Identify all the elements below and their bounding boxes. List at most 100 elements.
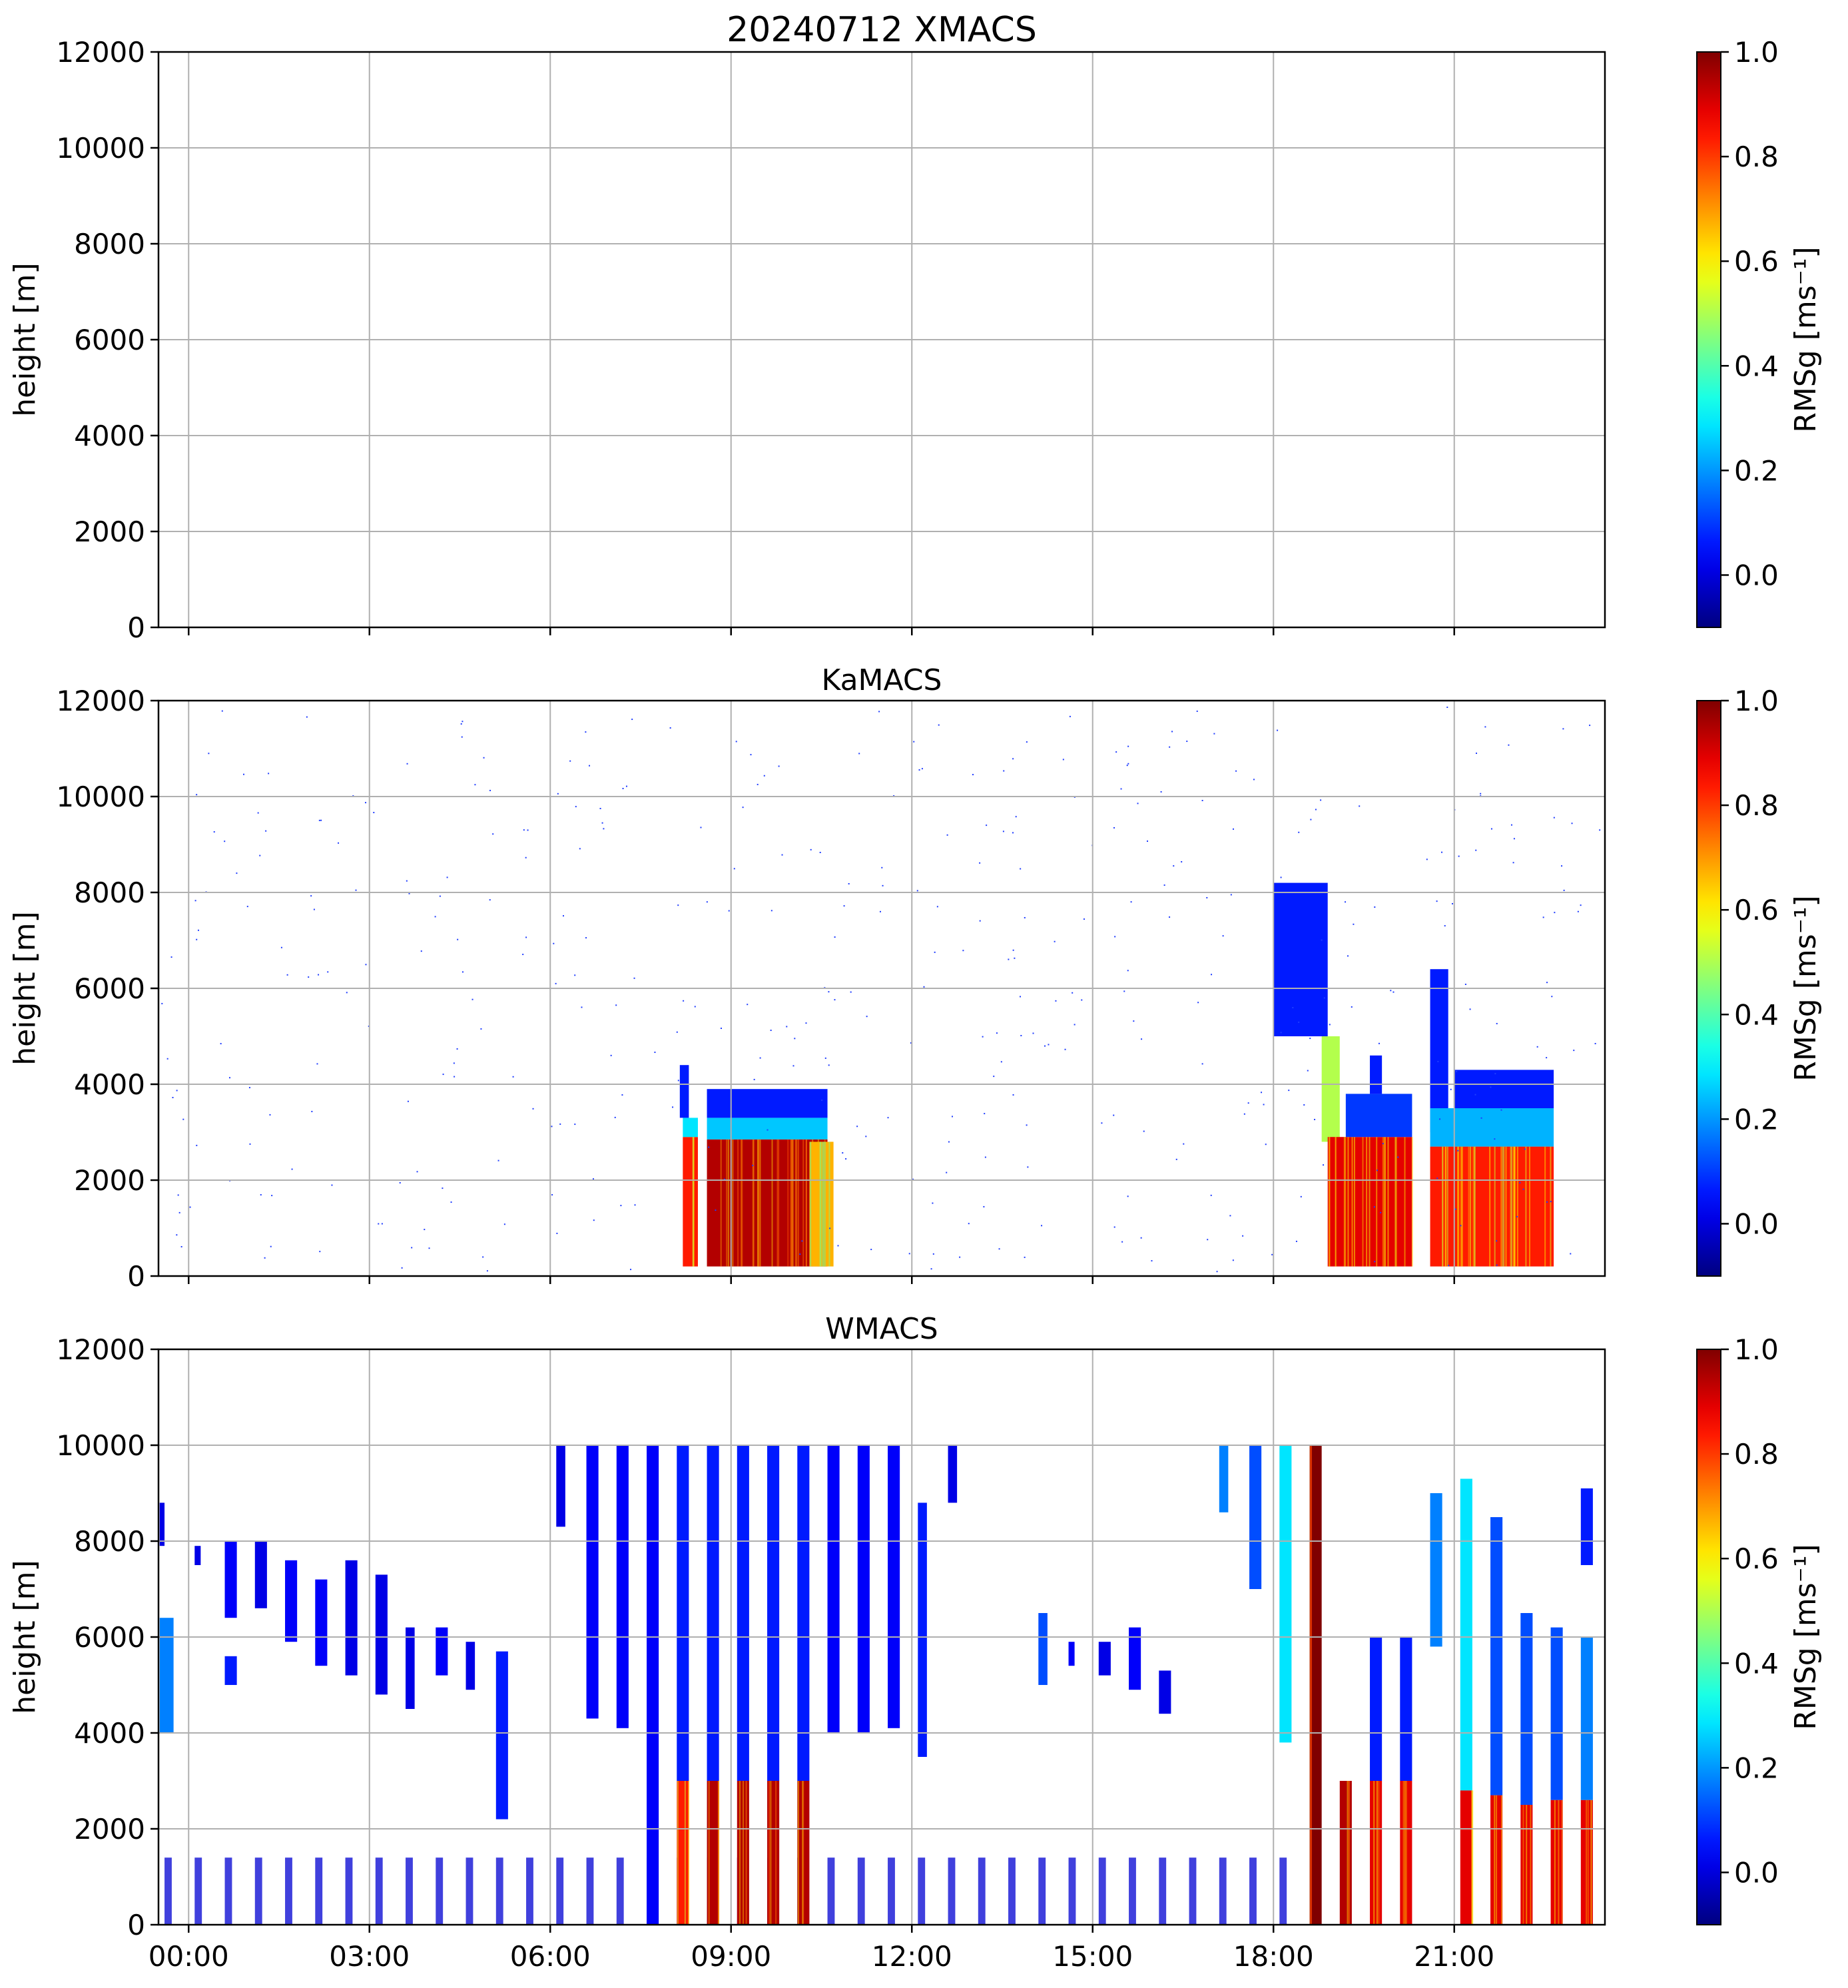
noise-point — [763, 775, 765, 777]
noise-point — [1113, 827, 1115, 828]
noise-point — [1551, 996, 1553, 998]
x-tick-label: 12:00 — [872, 1940, 952, 1973]
low-level-scan — [406, 1857, 413, 1925]
low-level-scan — [586, 1857, 594, 1925]
data-block — [375, 1574, 388, 1695]
noise-point — [525, 856, 527, 858]
data-streak — [1489, 1146, 1491, 1267]
noise-point — [810, 848, 812, 850]
noise-point — [1147, 840, 1149, 842]
data-block — [1068, 1642, 1075, 1666]
noise-point — [1024, 916, 1026, 918]
y-tick-label: 4000 — [74, 1068, 145, 1101]
noise-point — [269, 1114, 271, 1116]
noise-point — [1546, 982, 1548, 984]
noise-point — [972, 774, 974, 776]
data-block — [586, 1445, 599, 1719]
noise-point — [856, 1126, 858, 1128]
low-level-scan — [315, 1857, 323, 1925]
data-streak — [1328, 1137, 1330, 1267]
noise-point — [934, 951, 936, 953]
noise-point — [557, 793, 559, 795]
noise-point — [1173, 865, 1175, 867]
noise-point — [750, 754, 752, 756]
noise-point — [196, 938, 198, 940]
noise-point — [1197, 1002, 1199, 1004]
data-block — [1490, 1517, 1503, 1796]
noise-point — [757, 783, 759, 785]
noise-point — [858, 753, 860, 755]
y-tick-label: 2000 — [74, 1813, 145, 1845]
data-block — [1400, 1637, 1412, 1781]
noise-point — [1064, 1048, 1066, 1050]
noise-point — [986, 825, 988, 827]
noise-point — [1300, 1195, 1302, 1197]
noise-point — [843, 905, 845, 907]
noise-point — [837, 1245, 839, 1247]
data-streak — [1351, 1137, 1353, 1267]
data-streak — [1446, 1146, 1448, 1267]
noise-point — [1186, 741, 1188, 743]
data-streak — [1402, 1781, 1404, 1925]
noise-point — [834, 936, 836, 938]
noise-point — [824, 1057, 826, 1059]
noise-point — [984, 1156, 986, 1158]
noise-point — [634, 1204, 636, 1206]
low-level-scan — [827, 1857, 835, 1925]
noise-point — [474, 784, 476, 786]
noise-point — [1454, 1208, 1456, 1210]
noise-point — [522, 954, 524, 956]
low-level-scan — [1189, 1857, 1197, 1925]
x-tick-label: 21:00 — [1414, 1940, 1494, 1973]
noise-point — [1298, 831, 1300, 833]
noise-point — [176, 1090, 178, 1092]
noise-point — [378, 1223, 380, 1225]
data-streak — [802, 1781, 804, 1925]
noise-point — [1561, 865, 1563, 867]
noise-point — [406, 880, 408, 882]
y-tick-label: 10000 — [56, 1429, 145, 1462]
noise-point — [1032, 1032, 1034, 1034]
noise-point — [1121, 1241, 1123, 1243]
noise-point — [260, 1194, 262, 1196]
noise-point — [489, 789, 491, 791]
data-streak — [1496, 1795, 1498, 1925]
noise-point — [1169, 916, 1171, 918]
data-block — [737, 1445, 749, 1781]
noise-point — [1536, 1046, 1538, 1048]
data-streak — [692, 1137, 694, 1267]
noise-point — [694, 1006, 696, 1008]
noise-point — [735, 741, 737, 743]
data-block — [1430, 1146, 1554, 1267]
noise-point — [439, 895, 441, 897]
noise-point — [759, 1057, 761, 1059]
colorbar-tick-label: 1.0 — [1734, 1333, 1779, 1366]
y-axis-label: height [m] — [8, 262, 42, 416]
data-layer — [161, 706, 1601, 1273]
data-streak — [1404, 1781, 1406, 1925]
noise-point — [1380, 1211, 1382, 1213]
noise-point — [196, 794, 198, 796]
noise-point — [416, 1171, 418, 1173]
low-level-scan — [616, 1857, 624, 1925]
low-level-scan — [556, 1857, 564, 1925]
y-tick-label: 8000 — [74, 876, 145, 909]
noise-point — [1458, 855, 1460, 857]
noise-point — [1133, 1020, 1135, 1022]
noise-point — [574, 1124, 576, 1126]
colorbar-tick-label: 0.8 — [1734, 789, 1779, 822]
colorbar-tick-label: 0.4 — [1734, 350, 1779, 382]
noise-point — [1437, 1060, 1439, 1062]
low-level-scan — [978, 1857, 986, 1925]
noise-point — [801, 1240, 803, 1242]
noise-point — [408, 892, 410, 894]
noise-point — [848, 883, 850, 884]
data-streak — [1522, 1805, 1524, 1925]
noise-point — [456, 1048, 458, 1050]
data-block — [345, 1560, 358, 1676]
y-tick-label: 10000 — [56, 132, 145, 165]
noise-point — [601, 822, 603, 824]
noise-point — [677, 1080, 679, 1082]
colorbar-tick-label: 0.0 — [1734, 1207, 1779, 1240]
noise-point — [327, 971, 329, 973]
